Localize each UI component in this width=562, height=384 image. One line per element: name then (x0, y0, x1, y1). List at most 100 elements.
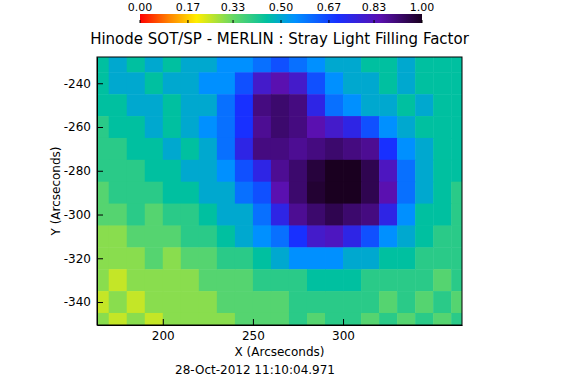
cell (397, 247, 416, 269)
cell (97, 138, 109, 160)
cell (181, 225, 200, 247)
colorbar-ticks: 0.000.170.330.500.670.831.00 (128, 1, 435, 23)
cell (217, 225, 236, 247)
cell (271, 116, 290, 138)
cell (163, 116, 182, 138)
cell (199, 313, 218, 325)
cell (235, 160, 254, 182)
cell (271, 313, 290, 325)
cell (325, 138, 344, 160)
cell (109, 291, 128, 313)
heatmap (97, 57, 462, 325)
cell (163, 313, 182, 325)
cell (217, 116, 236, 138)
cell (325, 313, 344, 325)
cell (361, 182, 380, 204)
cell (343, 94, 362, 116)
y-tick-mark (97, 215, 103, 216)
cell (325, 160, 344, 182)
cell (109, 138, 128, 160)
y-tick: -320 (64, 252, 103, 266)
cell (235, 57, 254, 73)
cell (199, 247, 218, 269)
cell (97, 313, 109, 325)
cell (343, 204, 362, 226)
cell (163, 94, 182, 116)
cell (343, 182, 362, 204)
cell (415, 116, 434, 138)
cell (199, 291, 218, 313)
cell (361, 116, 380, 138)
cell (397, 269, 416, 291)
cell (127, 138, 146, 160)
cell (127, 57, 146, 73)
cell (289, 225, 308, 247)
colorbar-tick-label: 0.67 (317, 1, 342, 14)
colorbar-tick-label: 0.00 (128, 1, 153, 14)
cell (433, 182, 452, 204)
cell (433, 291, 452, 313)
colorbar-tick (140, 20, 141, 23)
x-tick-label: 250 (242, 329, 265, 343)
cell (307, 160, 326, 182)
cell (235, 138, 254, 160)
cell (217, 247, 236, 269)
y-tick: -240 (64, 77, 103, 91)
cell (181, 269, 200, 291)
cell (235, 72, 254, 94)
cell (109, 247, 128, 269)
cell (253, 247, 272, 269)
cell (109, 116, 128, 138)
cell (271, 57, 290, 73)
cell (97, 116, 109, 138)
y-tick-label: -300 (64, 208, 91, 222)
x-tick: 200 (152, 319, 175, 343)
cell (235, 116, 254, 138)
cell (97, 291, 109, 313)
cell (271, 94, 290, 116)
background (0, 0, 562, 384)
cell (379, 138, 398, 160)
cell (97, 225, 109, 247)
cell (253, 94, 272, 116)
cell (325, 247, 344, 269)
cell (217, 182, 236, 204)
cell (109, 269, 128, 291)
cell (343, 225, 362, 247)
cell (235, 225, 254, 247)
cell (451, 182, 462, 204)
x-tick-mark (343, 319, 344, 325)
y-tick-mark (97, 258, 103, 259)
cell (217, 72, 236, 94)
x-tick-label: 200 (152, 329, 175, 343)
x-axis-title: X (Arcseconds) (235, 345, 325, 359)
cell (379, 182, 398, 204)
cell (415, 72, 434, 94)
cell (217, 291, 236, 313)
cell (289, 291, 308, 313)
cell (97, 269, 109, 291)
cell (307, 313, 326, 325)
cell (109, 160, 128, 182)
cell (181, 160, 200, 182)
cell (271, 269, 290, 291)
chart: 0.000.170.330.500.670.831.00Hinode SOT/S… (0, 0, 562, 384)
cell (199, 57, 218, 73)
cell (97, 247, 109, 269)
cell (343, 116, 362, 138)
cell (379, 57, 398, 73)
cell (181, 94, 200, 116)
cell (145, 72, 164, 94)
cell (163, 247, 182, 269)
cell (307, 57, 326, 73)
cell (163, 291, 182, 313)
cell (271, 138, 290, 160)
cell (181, 291, 200, 313)
x-tick-label: 300 (332, 329, 355, 343)
cell (253, 138, 272, 160)
cell (397, 94, 416, 116)
cell (145, 160, 164, 182)
cell (163, 182, 182, 204)
cell (379, 291, 398, 313)
cell (397, 72, 416, 94)
